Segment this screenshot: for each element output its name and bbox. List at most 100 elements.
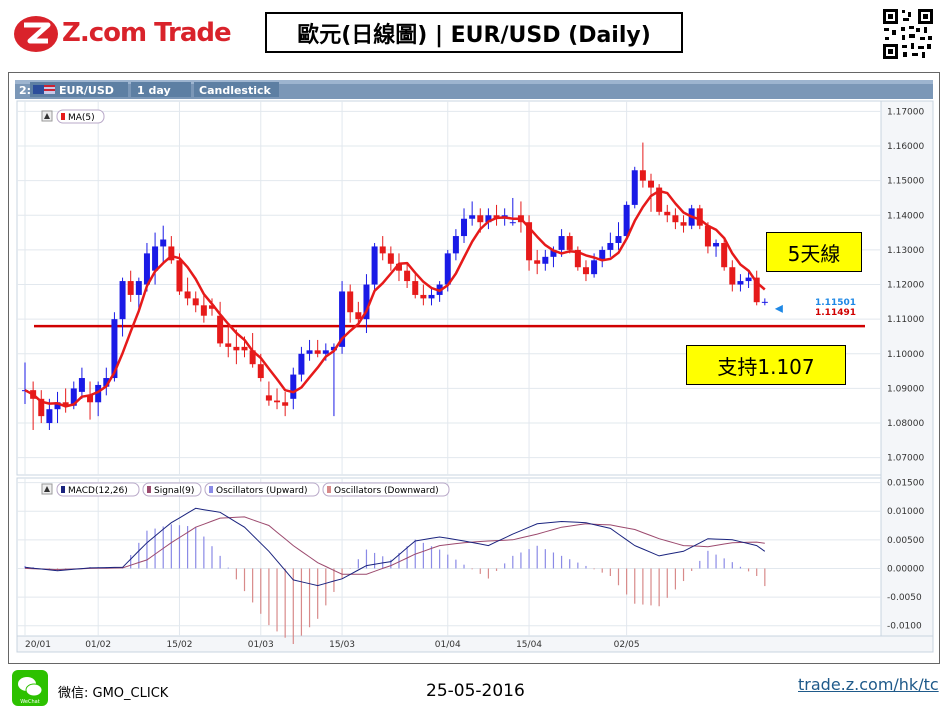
candle-body xyxy=(745,277,752,282)
candle-body xyxy=(395,263,402,271)
footer-date: 25-05-2016 xyxy=(426,681,525,701)
x-tick-label: 01/03 xyxy=(248,640,274,650)
candle-body xyxy=(298,353,305,375)
legend-osc-down: Oscillators (Downward) xyxy=(334,486,439,496)
candle-body xyxy=(656,187,663,212)
candle-body xyxy=(526,222,533,261)
macd-y-tick: -0.0050 xyxy=(887,593,922,603)
macd-y-tick: 0.00000 xyxy=(887,564,924,574)
interval-selector[interactable] xyxy=(131,82,191,97)
candle-body xyxy=(623,204,630,237)
candle-body xyxy=(672,215,679,223)
wechat-id: 微信: GMO_CLICK xyxy=(58,686,169,701)
candle-body xyxy=(135,281,142,295)
price-legend: MA(5) xyxy=(41,109,105,124)
wechat-icon: WeChat xyxy=(12,670,48,706)
candle-body xyxy=(143,253,150,285)
candle-body xyxy=(631,170,638,205)
candle-body xyxy=(339,291,346,347)
candle-body xyxy=(371,246,378,285)
candle-body xyxy=(257,364,264,379)
candle-body xyxy=(648,180,655,188)
candle-body xyxy=(404,270,411,282)
legend-macd: MACD(12,26) xyxy=(68,486,128,496)
collapse-icon[interactable] xyxy=(44,113,50,119)
candle-body xyxy=(233,346,240,351)
candle-body xyxy=(265,395,272,401)
candle-body xyxy=(534,260,541,264)
candle-body xyxy=(111,319,118,379)
candle-body xyxy=(452,236,459,254)
price-y-tick: 1.11000 xyxy=(887,315,924,325)
macd-y-tick: 0.00500 xyxy=(887,536,924,546)
candle-body xyxy=(379,246,386,254)
candle-body xyxy=(591,260,598,275)
candle-body xyxy=(566,236,573,250)
macd-y-tick: 0.01000 xyxy=(887,507,924,517)
candle-body xyxy=(737,281,744,285)
candle-body xyxy=(119,281,126,320)
candle-body xyxy=(444,253,451,285)
candle-body xyxy=(704,225,711,247)
zcom-logo-icon xyxy=(14,16,58,52)
legend-osc-up: Oscillators (Upward) xyxy=(216,486,307,496)
page-title: 歐元(日線圖) | EUR/USD (Daily) xyxy=(265,12,683,53)
candle-body xyxy=(550,249,557,257)
candle-body xyxy=(615,236,622,243)
candle-body xyxy=(753,277,760,303)
price-y-tick: 1.08000 xyxy=(887,419,924,429)
x-tick-label: 02/05 xyxy=(614,640,640,650)
x-tick-label: 15/02 xyxy=(167,640,193,650)
x-tick-label: 15/03 xyxy=(329,640,355,650)
candle-body xyxy=(62,402,69,406)
candle-body xyxy=(729,267,736,285)
candle-body xyxy=(680,222,687,226)
candle-body xyxy=(78,378,85,392)
price-y-tick: 1.17000 xyxy=(887,107,924,117)
candle-body xyxy=(95,384,102,403)
footer-url[interactable]: trade.z.com/hk/tc xyxy=(798,675,939,694)
candle-body xyxy=(542,256,549,264)
ma5-line xyxy=(24,189,766,408)
candle-body xyxy=(290,374,297,399)
candle-body xyxy=(314,350,321,354)
collapse-icon[interactable] xyxy=(44,486,50,492)
candle-body xyxy=(241,346,248,351)
eu-flag-icon xyxy=(33,85,44,94)
macd-line xyxy=(24,507,766,587)
x-tick-label: 20/01 xyxy=(25,640,51,650)
signal-line xyxy=(24,516,765,575)
candle-body xyxy=(87,395,94,403)
legend-signal: Signal(9) xyxy=(154,486,194,496)
candle-body xyxy=(607,242,614,250)
candle-body xyxy=(54,402,61,410)
candle-body xyxy=(469,215,476,219)
candle-body xyxy=(582,267,589,275)
candle-body xyxy=(168,246,175,261)
candle-body xyxy=(477,215,484,223)
toolbar-style: Candlestick xyxy=(199,84,272,97)
price-y-tick: 1.13000 xyxy=(887,246,924,256)
chart-frame xyxy=(8,72,940,664)
candle-body xyxy=(282,402,289,406)
style-selector[interactable] xyxy=(194,82,279,97)
candle-body xyxy=(208,305,215,309)
price-y-tick: 1.07000 xyxy=(887,454,924,464)
candle-body xyxy=(713,242,720,247)
last-price-arrow-icon xyxy=(774,304,783,313)
candle-body xyxy=(509,222,516,224)
svg-text:WeChat: WeChat xyxy=(20,699,39,705)
candle-body xyxy=(176,260,183,292)
candle-body xyxy=(485,215,492,223)
candle-body xyxy=(217,315,224,344)
candle-body xyxy=(761,301,768,303)
price-y-tick: 1.12000 xyxy=(887,281,924,291)
candle-body xyxy=(428,294,435,299)
candle-body xyxy=(249,350,256,365)
candle-body xyxy=(322,350,329,354)
price-panel xyxy=(16,100,882,476)
candle-body xyxy=(558,236,565,250)
x-tick-label: 01/02 xyxy=(85,640,111,650)
ma-callout: 5天線 xyxy=(766,232,862,272)
candle-body xyxy=(420,294,427,299)
